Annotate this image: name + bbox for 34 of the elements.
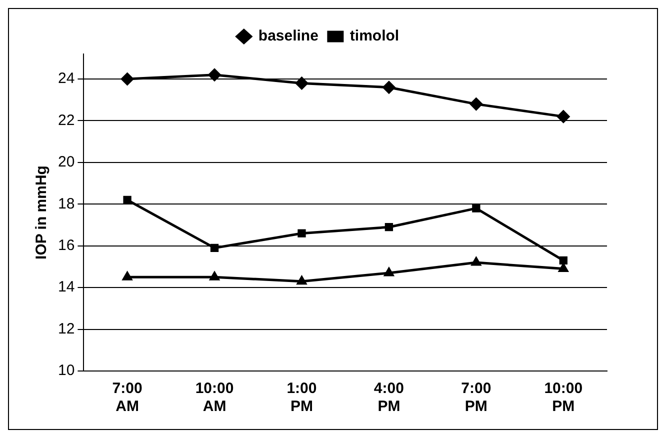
x-tick-label: 1:00 PM <box>286 380 317 416</box>
y-tick-label: 14 <box>58 278 75 296</box>
y-tick-label: 16 <box>58 237 75 254</box>
point <box>558 264 568 272</box>
point <box>557 110 570 123</box>
y-tick-label: 24 <box>58 70 75 88</box>
x-tick-label: 7:00 PM <box>461 380 492 416</box>
point <box>471 257 481 266</box>
point <box>470 98 482 110</box>
y-tick-label: 18 <box>58 195 75 212</box>
point <box>559 256 568 265</box>
point <box>298 229 306 238</box>
y-axis-title: IOP in mmHg <box>33 166 50 260</box>
point <box>208 68 221 82</box>
y-tick-label: 12 <box>58 320 75 338</box>
point <box>472 204 480 212</box>
x-tick-label: 4:00 PM <box>374 380 404 416</box>
x-tick-label: 10:00 PM <box>544 380 583 416</box>
point <box>123 196 132 204</box>
y-tick-label: 10 <box>58 362 75 380</box>
point <box>384 268 394 276</box>
point <box>210 272 220 280</box>
point <box>122 272 132 280</box>
point <box>382 81 396 94</box>
point <box>121 72 134 86</box>
y-tick-label: 22 <box>58 112 75 129</box>
x-tick-label: 7:00 AM <box>112 380 142 416</box>
point <box>295 76 308 90</box>
x-tick-label: 10:00 AM <box>195 380 234 416</box>
point <box>384 223 394 232</box>
point <box>210 244 219 252</box>
legend-label: baseline <box>258 28 318 45</box>
legend-label: timolol <box>350 28 400 45</box>
y-tick-label: 20 <box>58 154 75 171</box>
